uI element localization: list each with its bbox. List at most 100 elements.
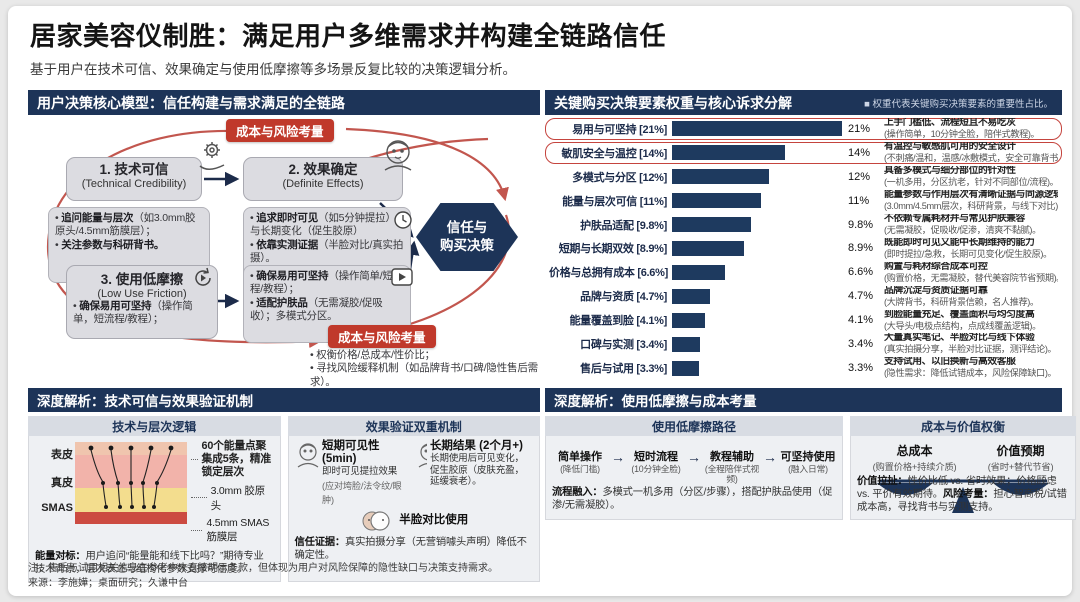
row-desc-main: 能量参数与作用层次有清晰证据与同源逻辑 [884,190,1058,201]
row-label: 品牌与资质 [4.7%] [580,291,667,304]
skin-layers-diagram [75,442,187,524]
note-segment: 风险考量：担心智商税/试错成本高，寻找背书与实测支持。 [857,489,1067,514]
chart-row: 售后与试用 [3.3%] 3.3% 支持试用、以旧换新与高效客服 (隐性需求：降… [545,357,1062,379]
row-bar-zone [672,240,844,256]
row-label: 敏肌安全与温控 [14%] [561,147,668,160]
row-description: 既能即时可见又能中长期维持的能力 (即时提拉/急救，长期可见变化/促生胶原)。 [884,238,1058,259]
skin-layer-labels: 表皮 真皮 SMAS [35,440,75,528]
bullet-item: • 权衡价格/总成本/性价比； [310,349,435,361]
detail-box-friction: • 确保易用可坚持（操作简单/短流程/教程）； • 适配护肤品（无需凝胶/促吸收）… [243,265,411,343]
row-description: 具备多模式与细分部位的针对性 (一机多用，分区抗老，针对不同部位/流程)。 [884,166,1058,187]
short-term-line1: 即时可见提拉效果 [322,466,398,478]
row-desc-sub: (大导头/电极点结构，点成线覆盖逻辑)。 [884,320,1041,331]
row-value: 21% [848,122,871,135]
box1-subtitle: (Technical Credibility) [81,177,187,190]
annotation-collagen-head: 3.0mm 胶原头 [191,483,274,513]
decision-model-panel-header: 用户决策核心模型：信任构建与需求满足的全链路 [28,90,540,115]
short-term-line2: (应对垮脸/法令纹/眼肿) [322,480,402,505]
trust-decision-hexagon: 信任与 购买决策 [416,203,518,271]
row-label: 价格与总拥有成本 [6.6%] [549,267,668,280]
half-face-compare-label: 半脸对比使用 [399,514,469,527]
friction-cost-panel: 深度解析：使用低摩擦与成本考量 使用低摩擦路径 简单操作 (降低门槛) → 短时流程(… [545,388,1076,558]
row-value: 14% [848,146,871,159]
chart-row: 口碑与实测 [3.4%] 3.4% 大量真实笔记、半脸对比与线下体验 (真实拍摄… [545,333,1062,355]
flow-step: 教程辅助 (全程陪伴式视频) [704,451,760,485]
row-bar [672,145,786,161]
row-bar-zone [672,288,844,304]
chart-row: 价格与总拥有成本 [6.6%] 6.6% 购置与耗材综合成本可控 (购置价格，无… [545,261,1062,283]
row-bar [672,121,842,137]
row-value: 4.7% [848,290,874,303]
short-term-item: 短期可见性 (5min) 即时可见提拉效果 (应对垮脸/法令纹/眼肿) [295,440,412,506]
play-icon [391,268,413,286]
row-bar-zone [672,145,844,161]
skin-annotations: 60个能量点聚集成5条，精准锁定层次 3.0mm 胶原头 4.5mm SMAS筋… [187,440,274,548]
chart-row: 护肤品适配 [9.8%] 9.8% 不依赖专属耗材并与常见护肤兼容 (无需凝胶，… [545,214,1062,236]
friction-panel-header: 深度解析：使用低摩擦与成本考量 [545,388,1062,412]
row-desc-sub: (真实拍摄分享，半脸对比证据，测评结论)。 [884,344,1057,355]
row-label: 护肤品适配 [9.8%] [580,219,667,232]
chart-row: 能量与层次可信 [11%] 11% 能量参数与作用层次有清晰证据与同源逻辑 (3… [545,190,1062,212]
row-value: 3.3% [848,362,874,375]
bullet-item: • 依靠实测证据（半脸对比/真实拍摄）。 [250,238,404,265]
row-bar-zone [672,312,844,328]
row-bar-zone [672,360,844,376]
row-desc-main: 具备多模式与细分部位的针对性 [884,166,1016,177]
flow-step: 简单操作 (降低门槛) [558,451,602,474]
flow-step: 短时流程 (10分钟全脸) [631,451,681,474]
footer-source: 来源：李施嬅；桌面研究；久谦中台 [28,577,188,589]
row-desc-sub: (购置价格，无需凝胶，替代美容院节省预期)。 [884,272,1058,283]
verification-column: 效果验证双重机制 短期可见性 (5min) 即时可见提拉效果 (应对垮脸/法令纹… [287,416,540,582]
row-description: 购置与耗材综合成本可控 (购置价格，无需凝胶，替代美容院节省预期)。 [884,262,1058,283]
row-bar [672,336,700,352]
row-desc-sub: (操作简单，10分钟全脸，陪伴式教程)。 [884,129,1040,140]
purchase-weights-panel: 关键购买决策要素权重与核心诉求分解 ■ 权重代表关键购买决策要素的重要性占比。 … [545,90,1062,382]
weights-panel-title: 关键购买决策要素权重与核心诉求分解 [554,94,792,111]
row-label: 多模式与分区 [12%] [572,171,667,184]
row-desc-sub: (隐性需求：降低试错成本，风险保障缺口)。 [884,368,1057,379]
box-technical-credibility: 1. 技术可信 (Technical Credibility) [66,157,202,201]
leader-line [191,497,207,499]
verification-column-title: 效果验证双重机制 [287,416,540,436]
cost-risk-bullets: • 权衡价格/总成本/性价比； • 寻找风险缓释机制（如品牌背书/口碑/隐性售后需… [310,349,538,389]
decision-model-panel-title: 用户决策核心模型：信任构建与需求满足的全链路 [37,94,345,111]
long-term-face-icon [418,443,427,468]
row-bar-zone [672,121,844,137]
row-label: 易用与可坚持 [21%] [572,123,667,136]
tech-layers-column: 技术与层次逻辑 表皮 真皮 SMAS [28,416,281,582]
chart-row: 品牌与资质 [4.7%] 4.7% 品牌沉淀与资质证据可靠 (大牌背书，科研背景… [545,285,1062,307]
long-term-item: 长期结果 (2个月+) 长期使用后可见变化，促生胶原（皮肤充盈，延缓衰老）。 [416,440,533,506]
row-bar [672,193,761,209]
row-label: 能量与层次可信 [11%] [562,195,667,208]
row-bar-zone [672,217,844,233]
row-label: 短期与长期双效 [8.9%] [558,243,668,256]
chart-row: 易用与可坚持 [21%] 21% 上手门槛低、流程短且不易吃灰 (操作简单，10… [545,117,1062,140]
row-value: 9.8% [848,218,874,231]
row-desc-main: 购置与耗材综合成本可控 [884,261,988,272]
row-bar [672,240,744,256]
decision-model-diagram: 成本与风险考量 1. 技术可信 (Technical Credibility) … [28,115,540,388]
row-value: 11% [848,194,870,207]
flow-step: 可坚持使用 (融入日常) [780,451,836,474]
flow-arrow-icon: → [763,449,777,465]
value-tension-note: 价值拉扯：性价比低 vs. 省时效果；价格顾虑 vs. 平价有效期待。风险考量：… [857,476,1069,515]
row-bar [672,264,726,280]
row-description: 有温控与敏感肌可用的安全设计 (不刺痛/温和，温感/冰敷模式，安全可靠背书)。 [884,142,1058,163]
flow-arrow-icon: → [611,449,625,465]
friction-path-column-title: 使用低摩擦路径 [545,416,843,436]
box2-title: 2. 效果确定 [288,162,358,177]
value-expectation-label: 价值预期 (省时+替代节省) [987,444,1054,472]
row-value: 3.4% [848,338,874,351]
leader-line [191,458,198,460]
tech-layers-column-title: 技术与层次逻辑 [28,416,281,436]
chart-row: 敏肌安全与温控 [14%] 14% 有温控与敏感肌可用的安全设计 (不刺痛/温和… [545,141,1062,164]
layer-label-epidermis: 表皮 [51,449,73,461]
tech-analysis-panel: 深度解析：技术可信与效果验证机制 技术与层次逻辑 表皮 真皮 SMAS [28,388,540,582]
box-low-use-friction: 3. 使用低摩擦 (Low Use Friction) • 确保易用可坚持（操作… [66,265,218,339]
row-bar [672,169,770,185]
cost-risk-badge-bottom: 成本与风险考量 [328,325,436,348]
repeat-play-icon [195,267,211,286]
bullet-item: • 确保易用可坚持（操作简单，短流程/教程）； [73,299,193,326]
box1-title: 1. 技术可信 [99,162,169,177]
box3-title: 3. 使用低摩擦 [100,272,184,287]
